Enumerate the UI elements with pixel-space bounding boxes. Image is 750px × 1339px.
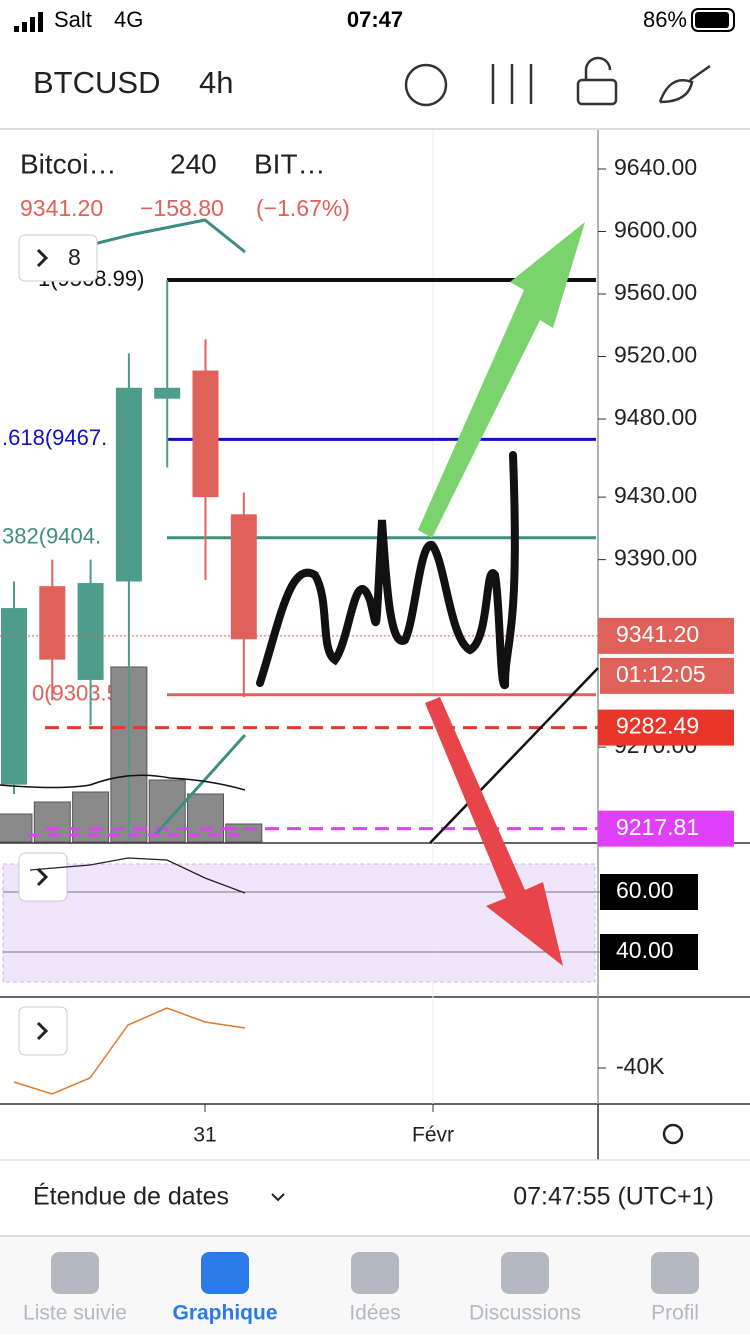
settings-icon[interactable] xyxy=(662,1123,684,1145)
status-bar: Salt 4G 07:47 86% xyxy=(14,7,735,32)
footer-clock[interactable]: 07:47:55 (UTC+1) xyxy=(513,1183,714,1211)
y-tick-label: 9560.00 xyxy=(614,279,697,305)
header: BTCUSD 4h xyxy=(0,56,750,130)
tab-label[interactable]: Profil xyxy=(651,1302,699,1325)
candle-body xyxy=(1,608,27,785)
price-tag-label: 9217.81 xyxy=(616,814,699,840)
drawings xyxy=(0,218,599,966)
candle-body xyxy=(230,514,257,640)
candle-body xyxy=(192,370,219,498)
legend-name: Bitcoi… xyxy=(20,148,116,179)
y-tick-label: 9430.00 xyxy=(614,482,697,508)
alert-icon[interactable] xyxy=(404,63,448,107)
price-tag-label: 9282.49 xyxy=(616,713,699,739)
tab-label[interactable]: Idées xyxy=(349,1302,400,1325)
y-tick-label: 60.00 xyxy=(616,877,674,903)
rsi-tag xyxy=(600,934,698,971)
level-label: .618(9467. xyxy=(2,425,107,450)
network: 4G xyxy=(114,7,143,32)
y-tick-label: -40K xyxy=(616,1053,665,1079)
candle-body xyxy=(154,387,181,399)
carrier: Salt xyxy=(54,7,92,32)
volume-bar xyxy=(225,823,263,843)
price-tag xyxy=(598,810,734,847)
y-tick-label: 9600.00 xyxy=(614,217,697,243)
tab-label[interactable]: Liste suivie xyxy=(23,1302,127,1325)
lock-icon[interactable] xyxy=(576,78,618,106)
indicators-count: 8 xyxy=(68,244,81,270)
battery-level: 86% xyxy=(643,7,687,32)
indicators-toggle[interactable] xyxy=(18,234,98,282)
candle-body xyxy=(39,586,66,660)
volume-bar xyxy=(0,813,33,843)
legend-price: 9341.20 xyxy=(20,195,103,221)
y-tick-label: 9640.00 xyxy=(614,154,697,180)
draw-icon[interactable] xyxy=(658,64,711,104)
tab-icon[interactable] xyxy=(501,1252,549,1294)
tab-icon[interactable] xyxy=(201,1252,249,1294)
clock: 07:47 xyxy=(347,7,403,32)
y-tick-label: 9390.00 xyxy=(614,545,697,571)
rsi-toggle[interactable] xyxy=(18,852,68,902)
x-tick-label: Févr xyxy=(412,1124,454,1147)
price-tag xyxy=(598,709,734,746)
countdown: 01:12:05 xyxy=(616,661,706,687)
candle-body xyxy=(115,387,142,582)
countdown-tag xyxy=(600,657,734,694)
tab-label[interactable]: Discussions xyxy=(469,1302,581,1325)
legend: Bitcoi… 240 BIT… 9341.20 −158.80 (−1.67%… xyxy=(13,148,684,1145)
legend-change: −158.80 xyxy=(140,195,224,221)
legend-change-pct: (−1.67%) xyxy=(256,195,350,221)
price-tag xyxy=(598,617,734,654)
volume-bar xyxy=(148,779,186,843)
tab-label[interactable]: Graphique xyxy=(172,1302,277,1325)
candle-body xyxy=(77,583,104,680)
legend-exchange: BIT… xyxy=(254,148,326,179)
date-range[interactable]: Étendue de dates xyxy=(33,1182,229,1211)
y-tick-label: 9520.00 xyxy=(614,342,697,368)
tab-icon[interactable] xyxy=(651,1252,699,1294)
osc-toggle[interactable] xyxy=(18,1006,68,1056)
y-tick-label: 40.00 xyxy=(616,937,674,963)
y-tick-label: 9480.00 xyxy=(614,404,697,430)
interval[interactable]: 4h xyxy=(199,65,233,100)
legend-interval: 240 xyxy=(170,148,217,179)
symbol[interactable]: BTCUSD xyxy=(33,65,160,100)
rsi-band xyxy=(2,863,596,983)
tab-icon[interactable] xyxy=(51,1252,99,1294)
tab-bar: Liste suivie Graphique Idées Discussions Pro… xyxy=(23,1252,699,1325)
rsi-tag xyxy=(600,874,698,911)
x-tick-label: 31 xyxy=(193,1124,216,1147)
level-label: 382(9404. xyxy=(2,524,101,549)
tab-icon[interactable] xyxy=(351,1252,399,1294)
price-tag-label: 9341.20 xyxy=(616,621,699,647)
